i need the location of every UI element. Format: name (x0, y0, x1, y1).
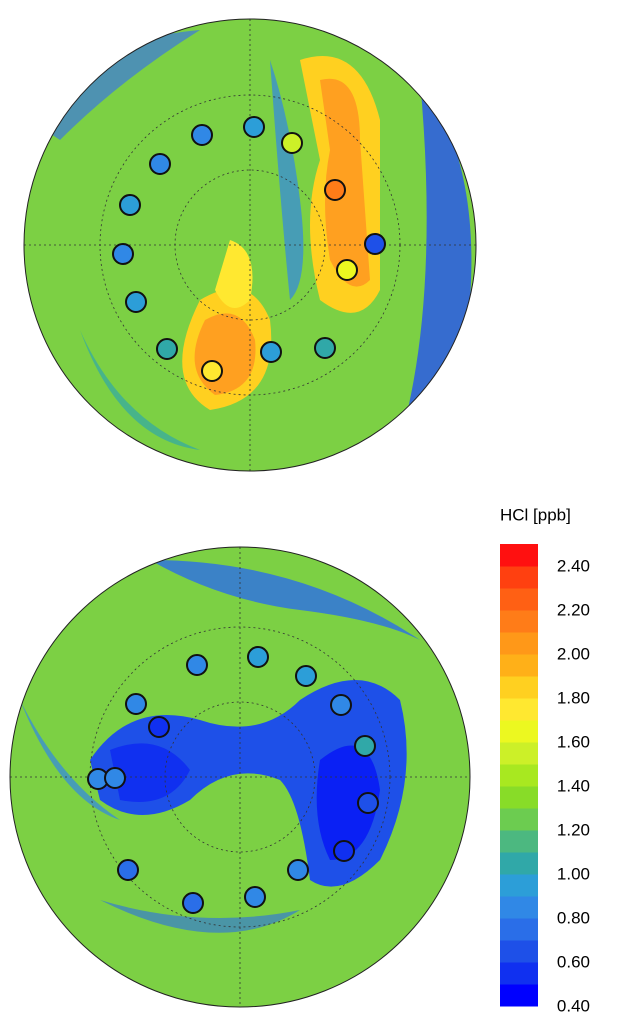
station-marker (364, 233, 386, 255)
station-marker (354, 735, 376, 757)
station-marker (357, 792, 379, 814)
colorbar-tick-label: 2.00 (557, 644, 590, 663)
colorbar-band (500, 610, 538, 633)
map-background (24, 19, 476, 471)
colorbar-tick-label: 0.60 (557, 952, 590, 971)
colorbar-band (500, 984, 538, 1007)
colorbar-tick-label: 1.60 (557, 732, 590, 751)
colorbar-band (500, 764, 538, 787)
station-marker (119, 194, 141, 216)
colorbar-band (500, 742, 538, 765)
colorbar-tick-label: 1.40 (557, 776, 590, 795)
colorbar-tick-label: 0.80 (557, 908, 590, 927)
colorbar-band (500, 632, 538, 655)
colorbar-band (500, 588, 538, 611)
station-marker (125, 291, 147, 313)
colorbar-tick-label: 1.80 (557, 688, 590, 707)
station-marker (148, 716, 170, 738)
colorbar-tick-label: 1.00 (557, 864, 590, 883)
colorbar-band (500, 940, 538, 963)
map-background (10, 547, 470, 1007)
colorbar-band (500, 830, 538, 853)
colorbar-band (500, 698, 538, 721)
colorbar-band (500, 808, 538, 831)
colorbar-tick-label: 1.20 (557, 820, 590, 839)
colorbar-tick-label: 2.40 (557, 556, 590, 575)
station-marker (287, 859, 309, 881)
colorbar-band (500, 962, 538, 985)
station-marker (125, 693, 147, 715)
station-marker (330, 694, 352, 716)
station-marker (104, 767, 126, 789)
station-marker (281, 132, 303, 154)
colorbar-band (500, 566, 538, 589)
station-marker (182, 892, 204, 914)
colorbar-title: HCl [ppb] (500, 505, 571, 524)
map-border (23, 18, 477, 472)
colorbar-band (500, 918, 538, 941)
station-marker (149, 153, 171, 175)
station-marker (295, 665, 317, 687)
colorbar-band (500, 676, 538, 699)
colorbar-band (500, 654, 538, 677)
station-marker (186, 654, 208, 676)
colorbar-band (500, 852, 538, 875)
colorbar-band (500, 720, 538, 743)
station-marker (243, 116, 265, 138)
station-marker (336, 259, 358, 281)
station-marker (333, 840, 355, 862)
colorbar-tick-label: 2.20 (557, 600, 590, 619)
station-marker (156, 338, 178, 360)
station-marker (314, 337, 336, 359)
colorbar-band (500, 874, 538, 897)
station-marker (191, 124, 213, 146)
station-marker (260, 341, 282, 363)
station-marker (112, 243, 134, 265)
colorbar-tick-label: 0.40 (557, 996, 590, 1015)
colorbar-band (500, 896, 538, 919)
station-marker (117, 859, 139, 881)
station-marker (201, 360, 223, 382)
colorbar-band (500, 786, 538, 809)
station-marker (247, 646, 269, 668)
station-marker (244, 886, 266, 908)
map-border (9, 546, 471, 1008)
station-marker (324, 179, 346, 201)
colorbar-band (500, 544, 538, 567)
